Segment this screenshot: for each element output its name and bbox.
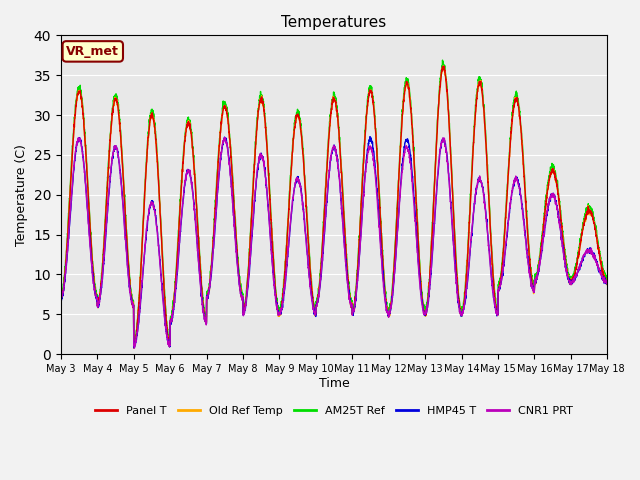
AM25T Ref (291, 122, 298, 128)
Panel T (57, 295, 65, 300)
HMP45 T (57, 295, 65, 300)
Text: VR_met: VR_met (67, 45, 119, 58)
HMP45 T (604, 281, 611, 287)
Line: AM25T Ref: AM25T Ref (61, 60, 607, 345)
Old Ref Temp (130, 345, 138, 350)
HMP45 T (534, 270, 542, 276)
AM25T Ref (166, 342, 173, 348)
CNR1 PRT (291, 185, 298, 191)
CNR1 PRT (152, 217, 159, 223)
AM25T Ref (604, 274, 611, 280)
AM25T Ref (267, 204, 275, 209)
CNR1 PRT (221, 135, 229, 141)
CNR1 PRT (534, 270, 542, 276)
AM25T Ref (57, 293, 65, 299)
HMP45 T (366, 134, 374, 140)
HMP45 T (593, 259, 601, 265)
Panel T (593, 235, 601, 241)
Line: Panel T: Panel T (61, 66, 607, 348)
Panel T (152, 136, 159, 142)
AM25T Ref (438, 57, 446, 63)
Line: HMP45 T: HMP45 T (61, 137, 607, 348)
AM25T Ref (152, 131, 159, 137)
CNR1 PRT (120, 207, 127, 213)
Title: Temperatures: Temperatures (282, 15, 387, 30)
AM25T Ref (534, 263, 542, 268)
CNR1 PRT (593, 262, 601, 267)
Legend: Panel T, Old Ref Temp, AM25T Ref, HMP45 T, CNR1 PRT: Panel T, Old Ref Temp, AM25T Ref, HMP45 … (91, 401, 577, 420)
Panel T (267, 211, 275, 217)
Old Ref Temp (120, 175, 127, 180)
Line: CNR1 PRT: CNR1 PRT (61, 138, 607, 348)
Panel T (120, 174, 127, 180)
Old Ref Temp (593, 235, 601, 241)
CNR1 PRT (604, 280, 611, 286)
HMP45 T (120, 203, 127, 208)
AM25T Ref (120, 171, 127, 177)
Panel T (440, 63, 447, 69)
AM25T Ref (593, 232, 601, 238)
X-axis label: Time: Time (319, 377, 349, 390)
Old Ref Temp (604, 281, 611, 287)
HMP45 T (267, 236, 275, 242)
Old Ref Temp (57, 296, 65, 302)
Panel T (604, 280, 611, 286)
Panel T (130, 345, 138, 351)
Old Ref Temp (534, 267, 542, 273)
Old Ref Temp (267, 210, 275, 216)
Old Ref Temp (440, 63, 447, 69)
CNR1 PRT (131, 345, 138, 351)
Y-axis label: Temperature (C): Temperature (C) (15, 144, 28, 246)
Line: Old Ref Temp: Old Ref Temp (61, 66, 607, 348)
CNR1 PRT (57, 294, 65, 300)
CNR1 PRT (267, 241, 275, 247)
Old Ref Temp (152, 138, 159, 144)
Panel T (291, 129, 298, 134)
HMP45 T (131, 345, 138, 351)
Panel T (534, 267, 542, 273)
HMP45 T (152, 213, 159, 218)
Old Ref Temp (291, 130, 298, 136)
HMP45 T (291, 187, 298, 193)
